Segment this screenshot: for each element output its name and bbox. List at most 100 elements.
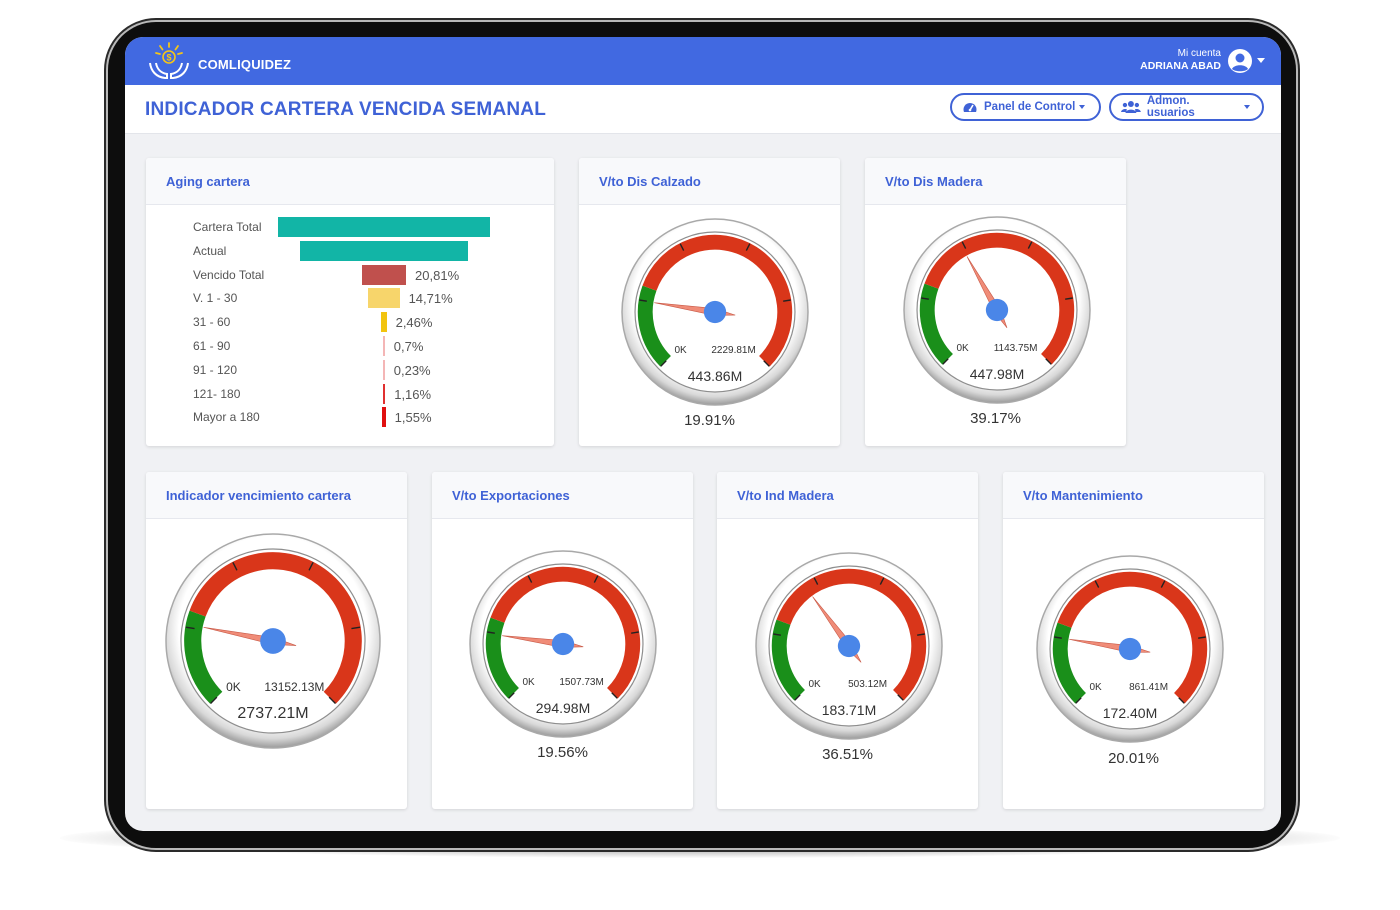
gauge-value-label: 172.40M xyxy=(1102,704,1158,721)
gauge-chart xyxy=(755,552,943,740)
card-title: V/to Ind Madera xyxy=(737,488,834,503)
gauge-tick xyxy=(328,696,336,704)
aging-bar xyxy=(382,407,386,428)
aging-funnel-chart: Cartera Total Actual Vencido Total 20,81% V.… xyxy=(146,205,554,445)
gauge-tick xyxy=(773,633,781,636)
gauge-red-band xyxy=(642,234,793,367)
brand-name[interactable]: COMLIQUIDEZ xyxy=(198,57,292,72)
gauge-max-label: 2229.81M xyxy=(711,345,756,357)
aging-category-label: Cartera Total xyxy=(193,220,262,234)
card-title: Indicador vencimiento cartera xyxy=(166,488,351,503)
gauge-tick xyxy=(210,696,218,704)
card-title: V/to Mantenimiento xyxy=(1023,488,1143,503)
gauge-tick xyxy=(639,299,647,302)
gauge-tick xyxy=(917,633,925,636)
gauge-min-label: 0K xyxy=(226,679,241,694)
gauge-min-label: 0K xyxy=(1089,682,1102,694)
gauge-value-label: 447.98M xyxy=(969,365,1025,382)
gauge-min-label: 0K xyxy=(808,679,821,691)
tachometer-icon xyxy=(963,103,977,112)
gauge-value-label: 2737.21M xyxy=(237,705,309,723)
gauge-tick xyxy=(1160,580,1166,588)
gauge-min-label: 0K xyxy=(522,677,535,689)
gauge-hub xyxy=(985,298,1009,322)
gauge-tick xyxy=(679,243,685,251)
account-name: ADRIANA ABAD xyxy=(1140,60,1221,72)
gauge-tick xyxy=(631,631,639,634)
gauge-tick xyxy=(942,358,949,365)
gauge-tick xyxy=(527,575,533,583)
admon-usuarios-button[interactable]: Admon. usuarios xyxy=(1109,93,1264,121)
gauge-tick xyxy=(185,626,195,630)
gauge-tick xyxy=(308,561,314,571)
user-avatar-icon[interactable] xyxy=(1227,48,1253,74)
card-title: V/to Exportaciones xyxy=(452,488,570,503)
gauge-green-band xyxy=(771,619,806,701)
aging-value-label: 20,81% xyxy=(415,267,460,283)
gauge-tick xyxy=(745,243,751,251)
app-screen: $ COMLIQUIDEZ Mi cuenta ADRIANA ABAD IND… xyxy=(125,37,1281,831)
gauge-card-exportaciones: V/to Exportaciones 0K 1507.73M 294.98M 19.5… xyxy=(432,472,693,809)
account-caret-icon[interactable] xyxy=(1257,58,1265,63)
gauge-value-label: 443.86M xyxy=(687,367,743,384)
gauge-percent-label: 19.56% xyxy=(537,744,588,761)
gauge-min-label: 0K xyxy=(674,345,687,357)
gauge-hub xyxy=(837,634,861,658)
gauge-chart xyxy=(621,218,809,406)
aging-value-label: 1,16% xyxy=(394,386,432,402)
gauge-green-band xyxy=(1052,622,1087,704)
gauge-red-band xyxy=(776,568,927,701)
aging-bar xyxy=(361,264,407,285)
chevron-down-icon xyxy=(1079,105,1086,109)
gauge-tick xyxy=(961,241,967,249)
gauge-red-band xyxy=(490,566,641,699)
gauge-tick xyxy=(487,631,495,634)
gauge-hub xyxy=(703,300,727,324)
gauge-tick xyxy=(763,360,770,367)
page-header: INDICADOR CARTERA VENCIDA SEMANAL Panel … xyxy=(125,85,1281,134)
gauge-green-band xyxy=(184,610,223,704)
aging-cartera-card: Aging cartera Cartera Total Actual Vencido… xyxy=(146,158,554,446)
gauge-tick xyxy=(921,297,929,300)
gauge-chart xyxy=(165,533,381,749)
gauge-tick xyxy=(660,360,667,367)
aging-value-label: 0,7% xyxy=(393,339,424,354)
aging-bar xyxy=(381,312,387,333)
aging-category-label: 31 - 60 xyxy=(193,315,231,330)
aging-category-label: 91 - 120 xyxy=(193,362,238,377)
gauge-max-label: 1507.73M xyxy=(559,677,604,689)
gauge-chart xyxy=(1036,555,1224,743)
account-menu[interactable]: Mi cuenta ADRIANA ABAD xyxy=(1140,48,1221,72)
card-header: V/to Exportaciones xyxy=(432,472,693,519)
gauge-tick xyxy=(813,577,819,585)
card-header: V/to Ind Madera xyxy=(717,472,978,519)
users-icon xyxy=(1121,101,1141,113)
gauge-green-band xyxy=(637,285,672,367)
gauge-tick xyxy=(1045,358,1052,365)
gauge-max-label: 503.12M xyxy=(848,679,888,691)
gauge-percent-label: 20.01% xyxy=(1108,750,1159,767)
card-header: Aging cartera xyxy=(146,158,554,205)
gauge-tick xyxy=(1198,636,1206,639)
gauge-hub xyxy=(1118,637,1142,661)
gauge-red-band xyxy=(924,232,1075,365)
aging-bar xyxy=(382,383,386,404)
gauge-tick xyxy=(351,626,361,630)
gauge-green-band xyxy=(919,283,954,365)
gauge-chart xyxy=(903,216,1091,404)
aging-bar xyxy=(278,217,490,237)
admon-usuarios-label: Admon. usuarios xyxy=(1146,95,1195,119)
gauge-tick xyxy=(879,577,885,585)
gauge-chart xyxy=(469,550,657,738)
aging-bar xyxy=(383,336,385,356)
aging-category-label: 61 - 90 xyxy=(193,339,231,353)
aging-value-label: 1,55% xyxy=(394,410,432,426)
gauge-red-band xyxy=(189,552,362,704)
aging-category-label: Actual xyxy=(193,243,227,258)
panel-de-control-label: Panel de Control xyxy=(984,101,1076,113)
gauge-tick xyxy=(508,692,515,699)
aging-bar xyxy=(368,288,400,309)
panel-de-control-button[interactable]: Panel de Control xyxy=(950,93,1101,121)
gauge-min-label: 0K xyxy=(956,343,969,355)
card-title: Aging cartera xyxy=(166,174,250,189)
